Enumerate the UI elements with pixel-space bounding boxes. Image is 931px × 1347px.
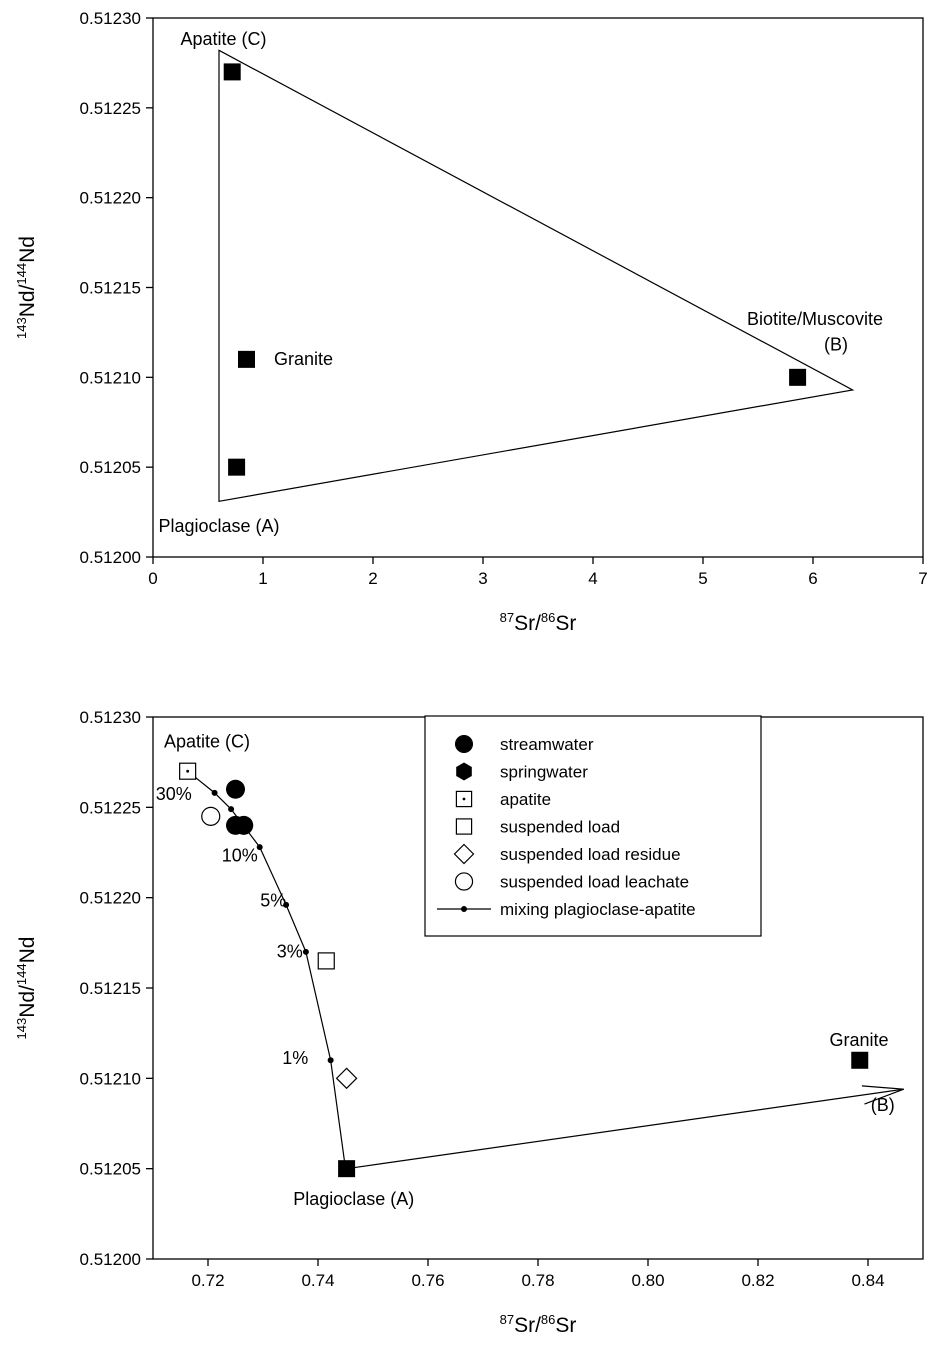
legend-label: springwater [500,763,588,782]
top-y-tick-label: 0.51200 [80,548,141,567]
top-x-tick-label: 7 [918,569,927,588]
legend-marker-suspended-load [455,818,473,835]
top-mineral-point [238,350,255,368]
bottom-endmember-point [851,1051,869,1069]
top-annotation: Biotite/Muscovite [747,309,883,329]
top-y-tick-label: 0.51225 [80,99,141,118]
bottom-mixing-point [283,901,290,908]
bottom-annotation: 5% [260,891,286,911]
bottom-y-tick-label: 0.51200 [80,1250,141,1269]
bottom-chart: 0.72 0.74 0.76 0.78 0.80 0.82 0.84 0.51200 0.512… [14,708,924,1337]
top-x-tick-label: 4 [588,569,597,588]
top-x-tick-label: 2 [368,569,377,588]
bottom-y-tick-label: 0.51230 [80,708,141,727]
bottom-mixing-arrow-line [346,1088,904,1170]
square-dot-center [186,769,190,773]
bottom-x-tick-label: 0.72 [191,1271,224,1290]
top-y-axis-label: 143Nd/144Nd [14,236,39,339]
bottom-arrow-head [861,1085,904,1105]
bottom-mixing-point [302,948,309,955]
bottom-annotation: Plagioclase (A) [293,1189,414,1209]
legend-marker-springwater [456,762,472,781]
top-x-tick-label: 0 [148,569,157,588]
top-mineral-point [228,458,246,476]
bottom-suspended-load-leachate-point [201,806,221,826]
top-plot-frame [152,17,924,558]
bottom-annotation: 10% [222,846,258,866]
legend-label: apatite [500,790,551,809]
square-dot-center [462,797,466,801]
bottom-y-tick-label: 0.51225 [80,798,141,817]
bottom-x-axis-label: 87Sr/86Sr [500,1312,577,1337]
bottom-y-tick-label: 0.51220 [80,889,141,908]
bottom-annotation: Granite [830,1030,889,1050]
top-mineral-point [789,368,807,386]
top-y-tick-label: 0.51220 [80,189,141,208]
top-annotation: Apatite (C) [181,29,267,49]
legend-label: streamwater [500,735,594,754]
bottom-y-tick-label: 0.51205 [80,1160,141,1179]
bottom-x-tick-label: 0.80 [631,1271,664,1290]
bottom-x-tick-label: 0.74 [301,1271,334,1290]
bottom-endmember-point [338,1160,356,1178]
top-x-tick-label: 1 [258,569,267,588]
legend-label: mixing plagioclase-apatite [500,900,696,919]
legend-label: suspended load [500,818,620,837]
bottom-suspended-load-point [317,952,335,970]
top-y-tick-label: 0.51215 [80,279,141,298]
bottom-x-tick-label: 0.82 [741,1271,774,1290]
top-annotation: Granite [274,349,333,369]
bottom-apatite-point [179,762,197,780]
bottom-annotation: Apatite (C) [164,732,250,752]
legend-label: suspended load residue [500,845,681,864]
legend-frame [424,715,762,937]
top-mineral-envelope [218,49,855,503]
bottom-x-tick-label: 0.84 [851,1271,884,1290]
bottom-mixing-point [228,806,235,813]
top-y-tick-label: 0.51205 [80,458,141,477]
top-x-tick-label: 5 [698,569,707,588]
bottom-mixing-point [327,1057,334,1064]
legend-marker-apatite [455,790,473,808]
top-x-axis-label: 87Sr/86Sr [500,610,577,635]
bottom-y-axis-label: 143Nd/144Nd [14,937,39,1040]
legend-marker-suspended-load-leachate [454,872,474,891]
bottom-annotation: (B) [871,1095,895,1115]
legend-label: suspended load leachate [500,873,689,892]
top-annotation: Plagioclase (A) [159,516,280,536]
top-chart: 0 1 2 3 4 5 6 7 0.51200 0.51205 0.51210 0.51215 0.51… [14,9,928,635]
top-mineral-point [223,63,241,81]
bottom-x-tick-label: 0.76 [411,1271,444,1290]
bottom-y-tick-label: 0.51210 [80,1069,141,1088]
bottom-annotation: 1% [282,1048,308,1068]
top-annotation: (B) [824,334,848,354]
bottom-annotation: 3% [277,941,303,961]
legend-marker-streamwater [454,734,474,754]
bottom-x-tick-label: 0.78 [521,1271,554,1290]
legend-marker-suspended-load-residue [453,843,475,865]
bottom-y-tick-label: 0.51215 [80,979,141,998]
top-y-tick-label: 0.51230 [80,9,141,28]
bottom-streamwater-point [226,779,245,799]
top-y-tick-label: 0.51210 [80,368,141,387]
bottom-mixing-line [187,770,347,1169]
bottom-suspended-load-residue-point [335,1067,358,1090]
legend-dot-swatch [461,906,467,912]
bottom-springwater-point [235,815,252,835]
bottom-mixing-point [211,789,218,796]
top-x-tick-label: 6 [808,569,817,588]
bottom-legend: streamwater springwater apatite suspended l… [424,715,762,937]
bottom-annotation: 30% [156,784,192,804]
top-x-tick-label: 3 [478,569,487,588]
bottom-mixing-point [256,844,263,851]
